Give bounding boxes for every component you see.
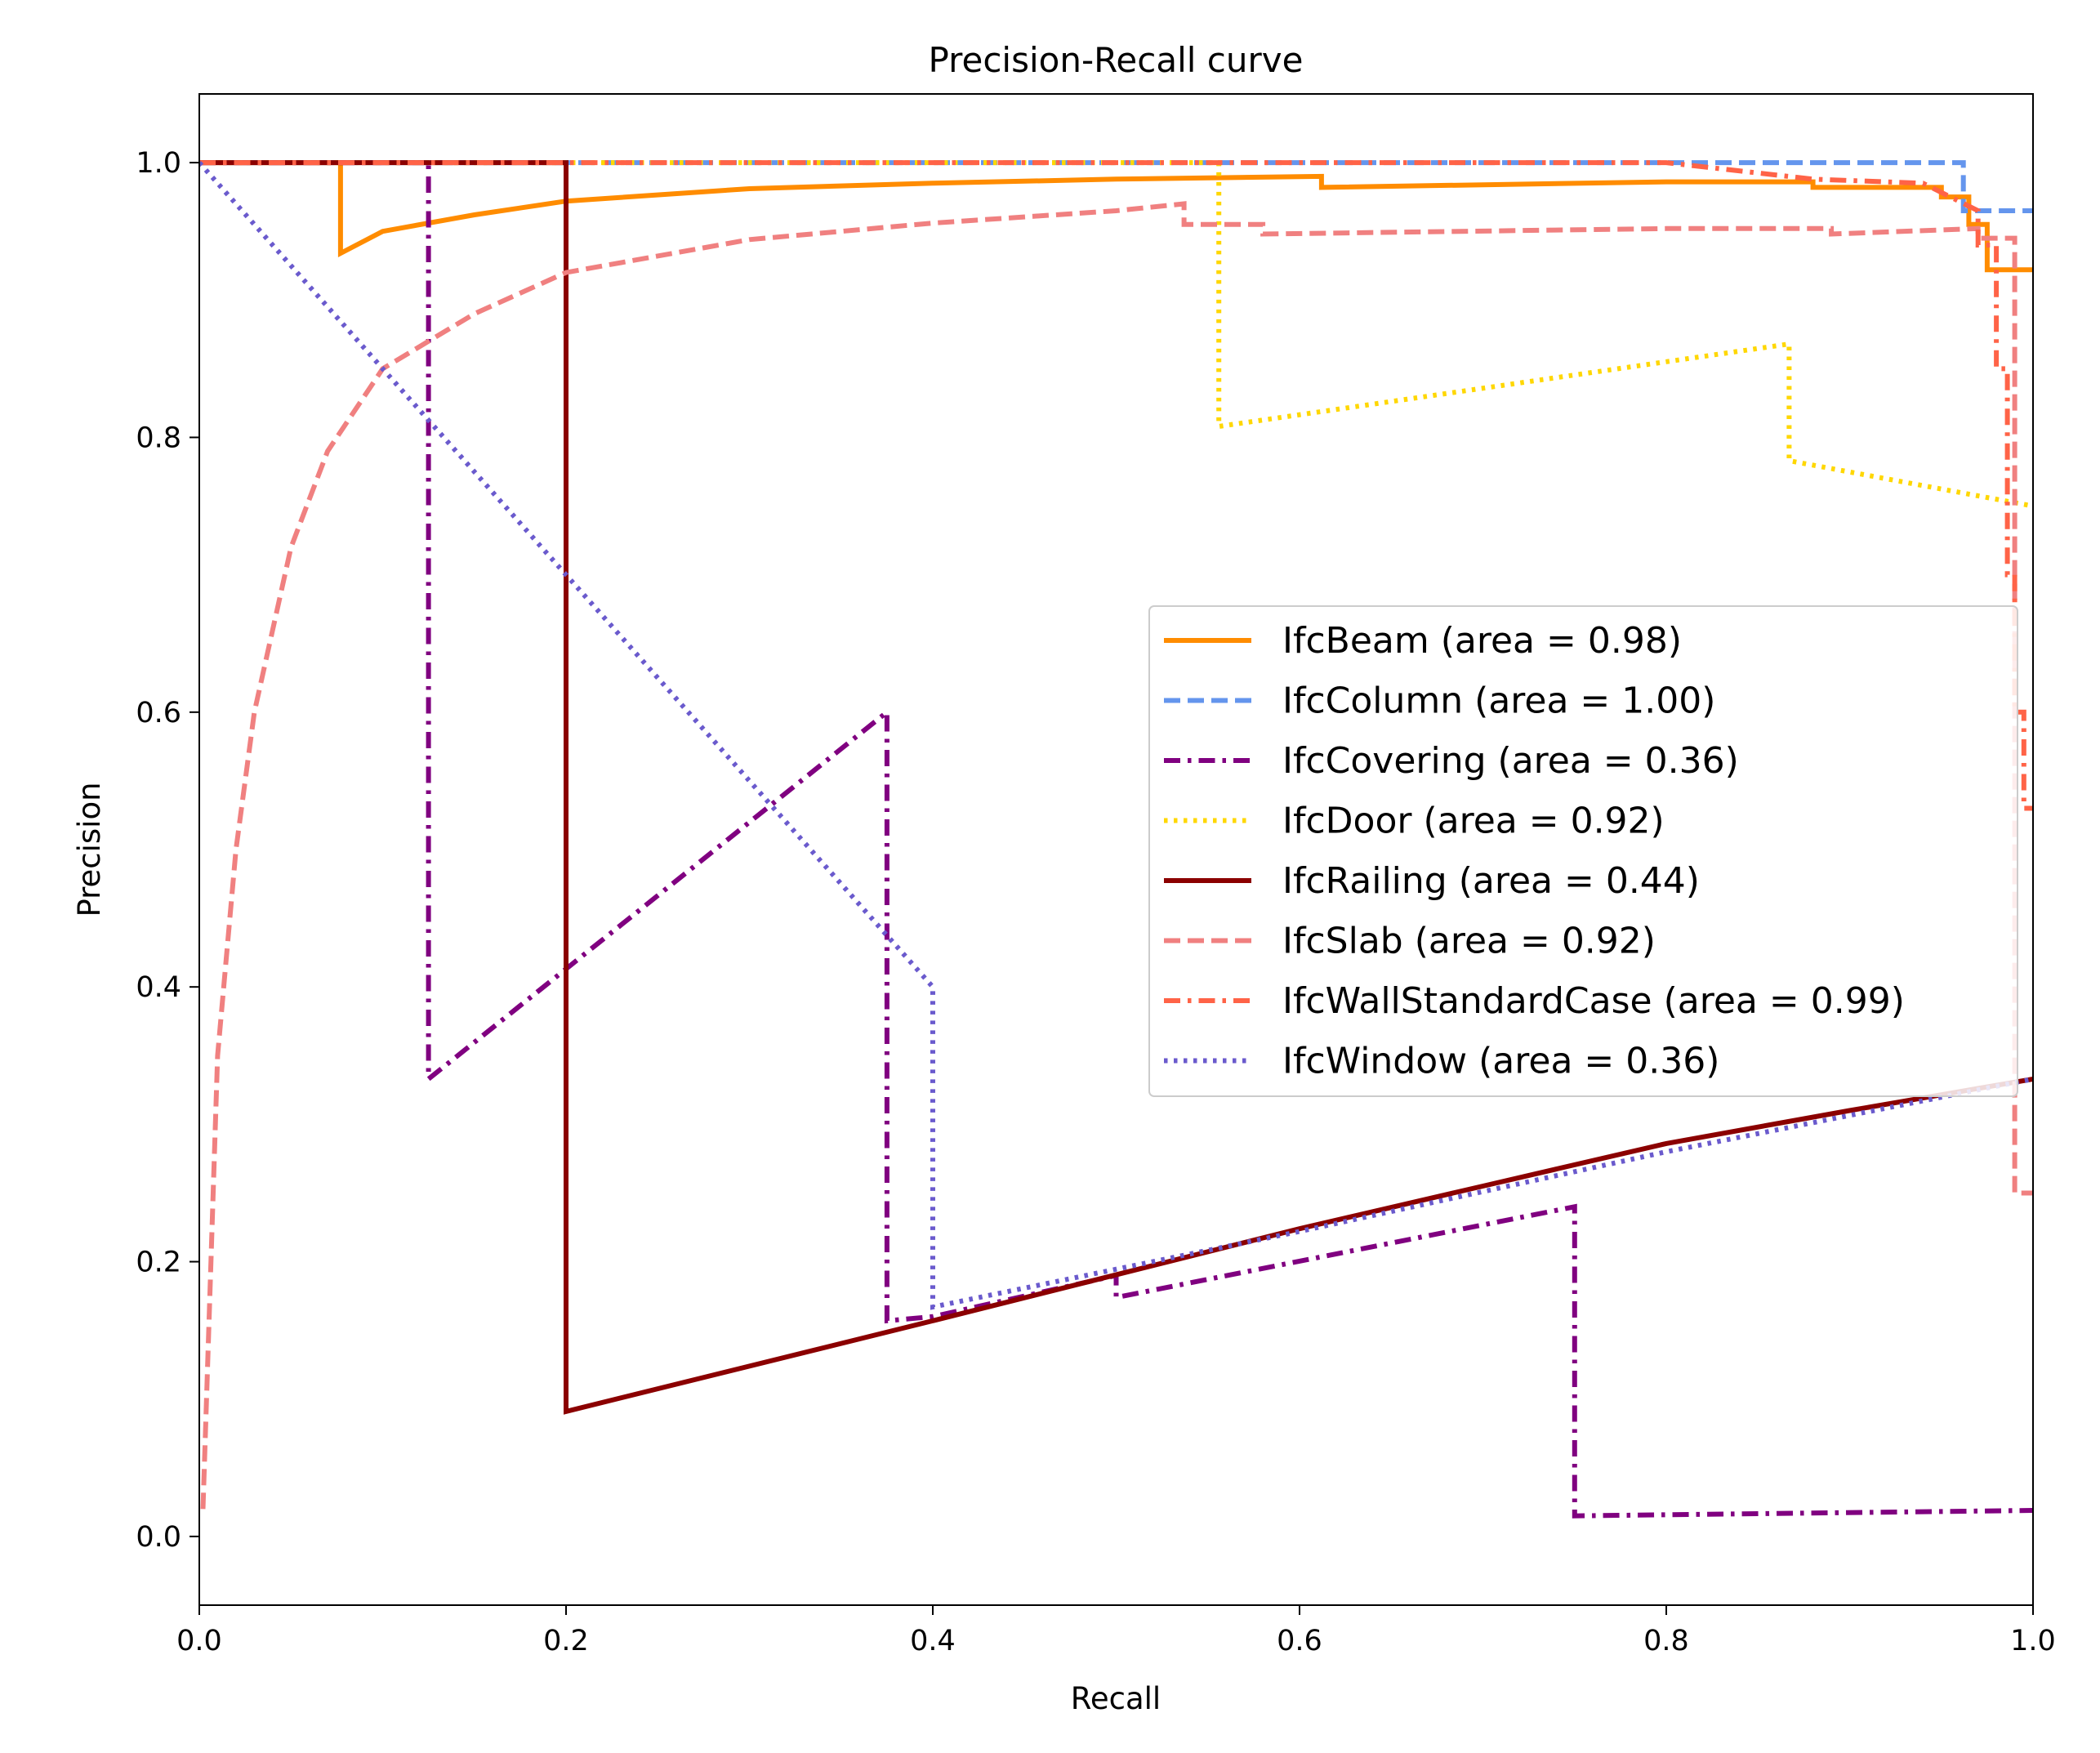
- y-tick-label: 0.0: [136, 1521, 181, 1554]
- y-tick-label: 0.8: [136, 422, 181, 454]
- x-tick-label: 0.6: [1277, 1625, 1322, 1657]
- legend-entry-label: IfcDoor (area = 0.92): [1282, 801, 1665, 842]
- x-tick-label: 1.0: [2010, 1625, 2056, 1657]
- y-tick-label: 0.2: [136, 1247, 181, 1279]
- legend-entry-label: IfcRailing (area = 0.44): [1282, 860, 1700, 902]
- legend-entry-label: IfcBeam (area = 0.98): [1282, 620, 1682, 662]
- y-tick-label: 0.4: [136, 971, 181, 1004]
- y-tick-label: 0.6: [136, 697, 181, 729]
- plot-frame: [198, 93, 2034, 1606]
- series-line-3: [199, 160, 2033, 509]
- x-tick-label: 0.8: [1643, 1625, 1689, 1657]
- legend: IfcBeam (area = 0.98) IfcColumn (area = 1…: [1148, 605, 2018, 1097]
- legend-entry-label: IfcColumn (area = 1.00): [1282, 680, 1715, 722]
- y-axis-label: Precision: [72, 782, 107, 917]
- series-line-6: [199, 160, 2033, 811]
- ticks-layer: 0.0 0.2 0.4 0.6 0.8 1.0 0.0 0.2 0.4 0.6 0.8 1.0: [136, 147, 2056, 1657]
- chart-title: Precision-Recall curve: [929, 40, 1304, 80]
- x-tick-label: 0.2: [543, 1625, 589, 1657]
- y-tick-label: 1.0: [136, 147, 181, 180]
- legend-entry-label: IfcWallStandardCase (area = 0.99): [1282, 980, 1905, 1022]
- legend-entry-label: IfcCovering (area = 0.36): [1282, 740, 1739, 782]
- legend-entry-label: IfcSlab (area = 0.92): [1282, 921, 1656, 962]
- legend-entry-label: IfcWindow (area = 0.36): [1282, 1041, 1719, 1082]
- x-axis-label: Recall: [1071, 1681, 1161, 1716]
- legend-box: [1148, 605, 2018, 1097]
- series-line-7: [199, 161, 2033, 1310]
- x-tick-label: 0.4: [910, 1625, 956, 1657]
- series-line-0: [199, 160, 2033, 273]
- series-line-4: [199, 160, 2033, 1415]
- x-tick-label: 0.0: [176, 1625, 222, 1657]
- series-line-2: [199, 160, 2033, 1519]
- series-layer: [199, 160, 2033, 1519]
